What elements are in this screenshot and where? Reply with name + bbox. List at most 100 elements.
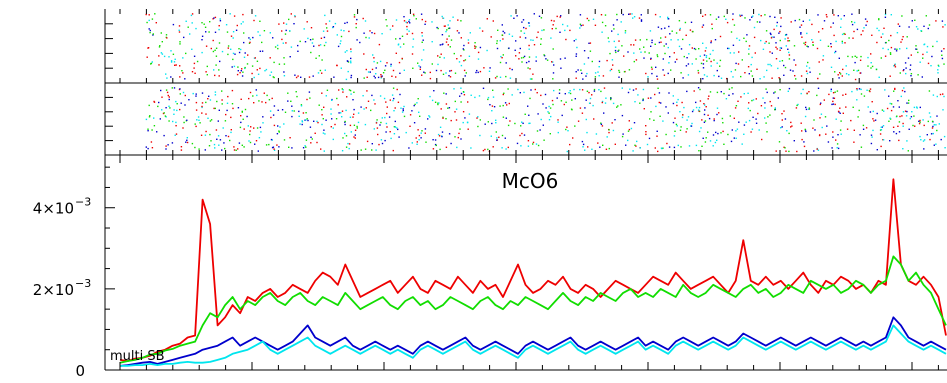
scatter-point xyxy=(817,14,819,16)
scatter-point xyxy=(894,48,896,50)
scatter-point xyxy=(624,30,627,32)
scatter-point xyxy=(385,122,388,125)
scatter-point xyxy=(360,106,362,108)
scatter-point xyxy=(800,33,802,35)
scatter-point xyxy=(902,122,904,125)
scatter-point xyxy=(195,125,197,128)
scatter-point xyxy=(922,57,924,59)
scatter-point xyxy=(586,90,589,92)
scatter-point xyxy=(226,31,229,33)
scatter-point xyxy=(793,45,796,47)
scatter-point xyxy=(785,45,787,47)
scatter-point xyxy=(204,26,207,28)
scatter-point xyxy=(944,147,946,149)
scatter-point xyxy=(557,121,559,123)
scatter-point xyxy=(873,120,875,122)
scatter-point xyxy=(826,16,828,18)
scatter-point xyxy=(913,115,915,117)
scatter-point xyxy=(645,133,647,136)
scatter-point xyxy=(830,46,832,48)
scatter-point xyxy=(706,60,708,62)
scatter-point xyxy=(242,71,244,73)
scatter-point xyxy=(431,63,433,65)
scatter-point xyxy=(241,111,243,113)
scatter-point xyxy=(640,19,643,21)
scatter-point xyxy=(940,50,943,52)
scatter-point xyxy=(254,15,257,17)
scatter-point xyxy=(311,42,314,44)
scatter-point xyxy=(686,119,688,121)
scatter-point xyxy=(344,123,346,126)
scatter-point xyxy=(674,117,676,119)
scatter-point xyxy=(288,18,290,21)
scatter-point xyxy=(876,112,878,115)
scatter-point xyxy=(700,127,702,129)
scatter-point xyxy=(240,70,242,72)
scatter-point xyxy=(727,47,729,50)
scatter-point xyxy=(346,96,348,98)
scatter-point xyxy=(486,18,488,20)
scatter-point xyxy=(309,97,311,99)
scatter-point xyxy=(320,37,323,39)
scatter-point xyxy=(455,108,458,110)
scatter-point xyxy=(486,49,488,52)
scatter-point xyxy=(395,38,397,40)
scatter-point xyxy=(406,22,408,24)
scatter-point xyxy=(905,67,907,69)
scatter-point xyxy=(917,28,919,30)
scatter-point xyxy=(176,109,178,112)
scatter-point xyxy=(592,18,595,20)
scatter-point xyxy=(299,123,301,125)
scatter-point xyxy=(362,95,364,97)
scatter-point xyxy=(497,29,499,31)
scatter-point xyxy=(751,99,753,102)
scatter-point xyxy=(758,129,760,131)
scatter-point xyxy=(779,49,781,51)
scatter-point xyxy=(148,19,150,22)
scatter-point xyxy=(448,27,451,29)
scatter-point xyxy=(225,113,227,116)
scatter-point xyxy=(642,99,644,101)
scatter-point xyxy=(656,78,659,80)
scatter-point xyxy=(268,99,271,101)
scatter-point xyxy=(460,64,463,67)
scatter-point xyxy=(437,55,439,57)
scatter-point xyxy=(738,51,740,53)
scatter-point xyxy=(767,116,769,118)
scatter-point xyxy=(249,91,252,94)
scatter-point xyxy=(238,51,241,54)
scatter-point xyxy=(548,105,550,108)
scatter-point xyxy=(364,123,367,126)
scatter-point xyxy=(152,34,154,36)
scatter-point xyxy=(679,27,681,30)
scatter-point xyxy=(259,50,261,52)
scatter-point xyxy=(347,142,349,145)
scatter-point xyxy=(326,30,329,32)
scatter-point xyxy=(178,29,180,31)
scatter-point xyxy=(350,60,352,62)
scatter-point xyxy=(322,118,324,120)
scatter-point xyxy=(304,41,307,43)
scatter-point xyxy=(214,74,216,77)
scatter-point xyxy=(752,99,755,101)
scatter-point xyxy=(467,42,470,44)
scatter-point xyxy=(808,107,810,109)
scatter-point xyxy=(784,118,787,120)
scatter-point xyxy=(575,77,577,79)
scatter-point xyxy=(927,27,929,30)
scatter-point xyxy=(830,43,832,45)
scatter-point xyxy=(764,14,766,16)
scatter-point xyxy=(527,145,530,147)
scatter-point xyxy=(565,38,567,41)
scatter-point xyxy=(821,28,824,30)
scatter-point xyxy=(705,106,707,108)
scatter-point xyxy=(403,20,406,22)
scatter-point xyxy=(149,29,151,32)
scatter-point xyxy=(348,143,351,145)
scatter-point xyxy=(496,47,499,50)
scatter-point xyxy=(936,95,938,98)
scatter-point xyxy=(595,133,598,135)
scatter-point xyxy=(283,71,285,73)
scatter-point xyxy=(150,63,152,65)
